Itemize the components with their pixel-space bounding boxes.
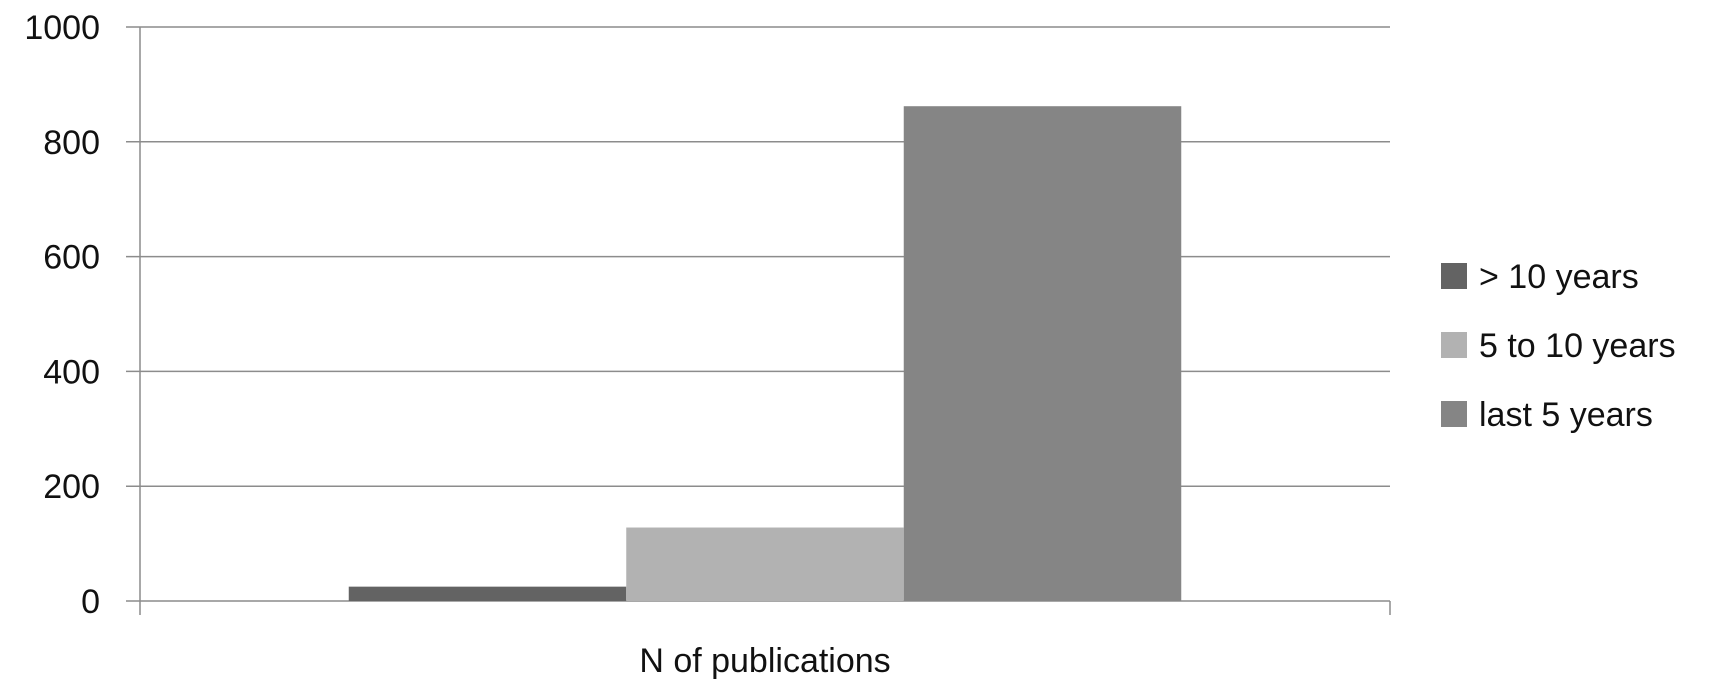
x-category-label: N of publications xyxy=(639,642,890,680)
legend-label: > 10 years xyxy=(1479,258,1639,296)
y-axis-tick-labels: 0 200 400 600 800 1000 xyxy=(24,9,100,621)
y-tick-label: 1000 xyxy=(24,9,100,47)
bar-last-5-years xyxy=(903,106,1182,601)
legend: > 10 years 5 to 10 years last 5 years xyxy=(1441,258,1676,434)
legend-swatch xyxy=(1441,263,1467,289)
y-tick-label: 600 xyxy=(43,239,100,277)
bar-10-years xyxy=(348,586,627,601)
legend-swatch xyxy=(1441,332,1467,358)
y-tick-label: 0 xyxy=(81,583,100,621)
y-tick-label: 200 xyxy=(43,468,100,506)
y-tick-label: 400 xyxy=(43,353,100,391)
legend-swatch xyxy=(1441,401,1467,427)
y-tick-label: 800 xyxy=(43,124,100,162)
legend-label: last 5 years xyxy=(1479,396,1653,434)
bar-5-to-10-years xyxy=(626,527,904,601)
grid-lines xyxy=(126,26,1390,602)
legend-label: 5 to 10 years xyxy=(1479,327,1676,365)
axes xyxy=(139,27,1391,615)
bars xyxy=(348,106,1182,601)
x-axis-category-labels: N of publications xyxy=(639,642,890,680)
